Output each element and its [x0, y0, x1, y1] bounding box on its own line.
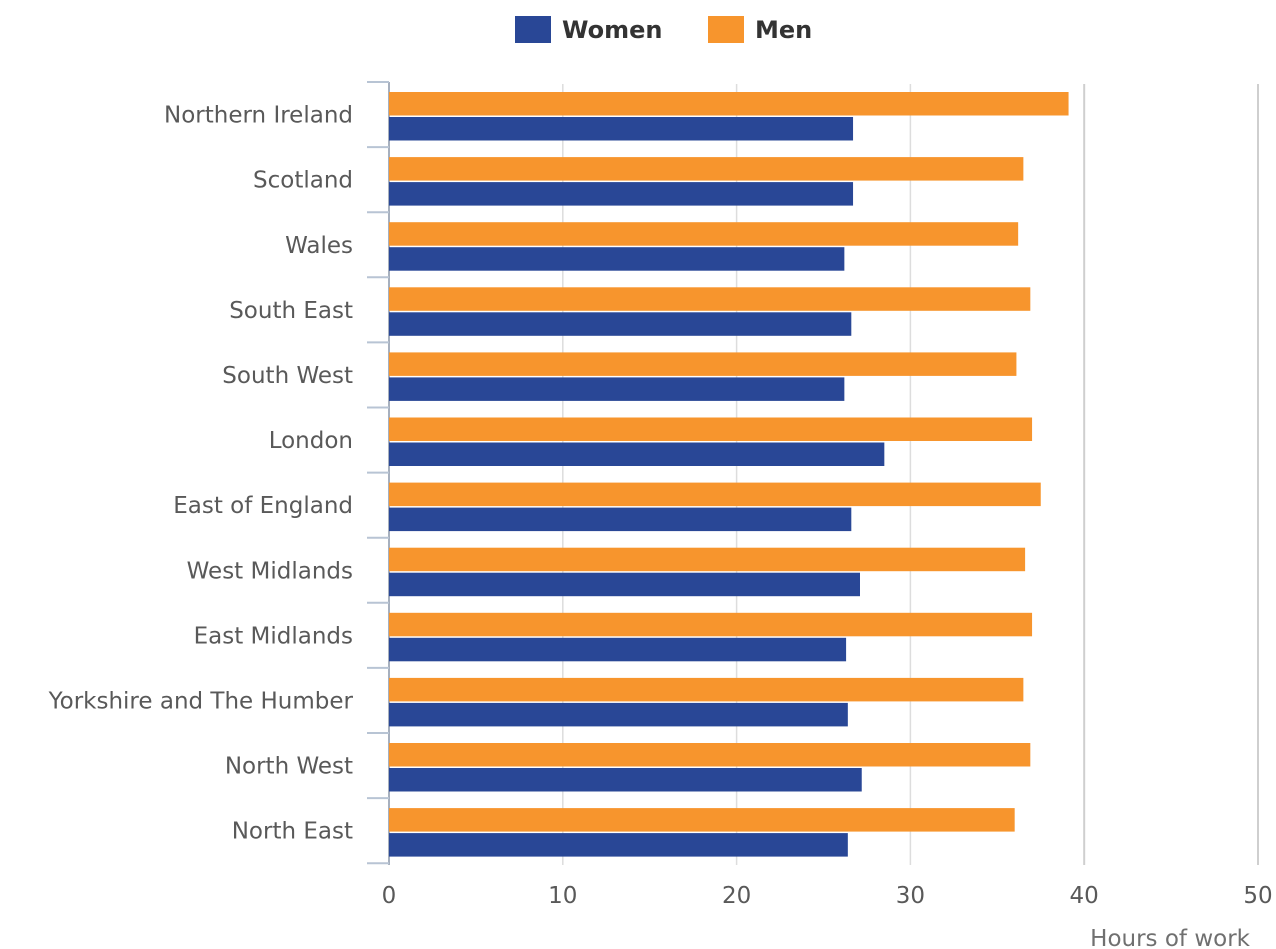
bar-men	[389, 352, 1017, 376]
category-label: Northern Ireland	[164, 103, 353, 129]
category-axis	[367, 81, 390, 865]
bar-men	[389, 482, 1041, 507]
category-label: West Midlands	[187, 558, 353, 584]
legend-swatch-women	[515, 16, 551, 43]
category-label: London	[269, 428, 353, 454]
bar-men	[389, 222, 1019, 246]
category-labels: Northern Ireland Scotland Wales South East S…	[48, 103, 354, 845]
gridlines	[562, 84, 1259, 865]
bars	[389, 92, 1069, 857]
bar-men	[389, 92, 1069, 116]
bar-men	[389, 157, 1024, 181]
legend-label-men: Men	[755, 16, 812, 44]
category-label: East Midlands	[194, 623, 353, 649]
category-label: North West	[225, 754, 353, 780]
bar-men	[389, 417, 1033, 441]
x-tick-label-0: 0	[382, 883, 397, 909]
bar-women	[389, 377, 845, 401]
category-label: Wales	[285, 233, 353, 259]
x-axis-title: Hours of work	[1090, 926, 1251, 949]
bar-women	[389, 572, 860, 597]
bar-women	[389, 182, 854, 206]
legend: Women Men	[515, 16, 812, 44]
category-label: North East	[232, 819, 353, 845]
x-tick-labels: 0 10 20 30 40 50	[382, 883, 1273, 909]
bar-women	[389, 833, 848, 857]
x-tick-label-50: 50	[1243, 883, 1272, 909]
bar-women	[389, 507, 852, 532]
bar-women	[389, 637, 847, 662]
x-tick-label-30: 30	[896, 883, 925, 909]
bar-men	[389, 743, 1031, 767]
category-label: South East	[229, 298, 353, 324]
bar-women	[389, 768, 862, 792]
category-label: East of England	[173, 493, 353, 519]
legend-label-women: Women	[562, 16, 662, 44]
x-tick-label-40: 40	[1070, 883, 1099, 909]
bar-women	[389, 312, 852, 336]
bar-women	[389, 117, 854, 141]
bar-men	[389, 677, 1024, 702]
category-label: South West	[222, 363, 353, 389]
x-tick-label-10: 10	[548, 883, 577, 909]
bar-women	[389, 247, 845, 271]
bar-men	[389, 287, 1031, 311]
bar-men	[389, 612, 1033, 637]
bar-men	[389, 808, 1015, 832]
bar-women	[389, 702, 848, 727]
legend-swatch-men	[708, 16, 744, 43]
category-label: Scotland	[253, 168, 353, 194]
x-tick-label-20: 20	[722, 883, 751, 909]
bar-men	[389, 547, 1026, 572]
bar-women	[389, 442, 885, 466]
category-label: Yorkshire and The Humber	[48, 688, 354, 714]
